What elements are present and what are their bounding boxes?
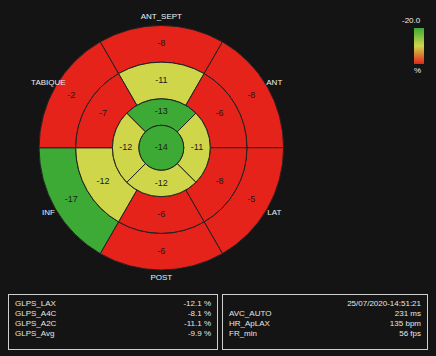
html-text:-8.1 %: -8.1 % xyxy=(187,309,211,318)
html-text:-12.1 %: -12.1 % xyxy=(183,299,211,308)
html-text:GLPS_LAX: GLPS_LAX xyxy=(15,299,56,308)
html-text:135 bpm: 135 bpm xyxy=(389,319,421,328)
svg-text:-6: -6 xyxy=(157,246,165,256)
svg-text:TABIQUE: TABIQUE xyxy=(31,78,66,87)
html-text:GLPS_A4C: GLPS_A4C xyxy=(15,309,57,318)
svg-text:-6: -6 xyxy=(216,108,224,118)
svg-text:-8: -8 xyxy=(247,90,255,100)
html-text:56 fps: 56 fps xyxy=(399,329,421,338)
svg-text:-2: -2 xyxy=(67,90,75,100)
html-text:GLPS_Avg: GLPS_Avg xyxy=(15,329,55,338)
svg-text:-12: -12 xyxy=(119,142,132,152)
html-text:AVC_AUTO: AVC_AUTO xyxy=(229,309,272,318)
svg-text:-5: -5 xyxy=(247,194,255,204)
svg-text:-6: -6 xyxy=(157,209,165,219)
html-text:231 ms: 231 ms xyxy=(394,309,421,318)
html-text:-9.9 %: -9.9 % xyxy=(187,329,211,338)
svg-text:-8: -8 xyxy=(216,176,224,186)
svg-text:-12: -12 xyxy=(155,178,168,188)
svg-text:-8: -8 xyxy=(157,38,165,48)
svg-text:-12: -12 xyxy=(97,176,110,186)
svg-text:-11: -11 xyxy=(191,142,203,152)
svg-text:INF: INF xyxy=(42,208,55,217)
svg-text:-17: -17 xyxy=(65,194,78,204)
html-text:-20.0: -20.0 xyxy=(402,16,421,25)
svg-text:-11: -11 xyxy=(155,75,167,85)
html-text:25/07/2020-14:51:21: 25/07/2020-14:51:21 xyxy=(347,299,421,308)
html-text:FR_min: FR_min xyxy=(229,329,257,338)
html-text:HR_ApLAX: HR_ApLAX xyxy=(229,319,270,328)
svg-text:-7: -7 xyxy=(99,108,107,118)
html-text:GLPS_A2C: GLPS_A2C xyxy=(15,319,57,328)
svg-text:-13: -13 xyxy=(155,106,168,116)
svg-text:POST: POST xyxy=(150,273,172,282)
svg-text:ANT: ANT xyxy=(266,78,282,87)
svg-text:LAT: LAT xyxy=(267,208,281,217)
svg-text:ANT_SEPT: ANT_SEPT xyxy=(141,12,182,21)
svg-text:-14: -14 xyxy=(155,142,168,152)
html-text:-11.1 %: -11.1 % xyxy=(184,319,211,328)
